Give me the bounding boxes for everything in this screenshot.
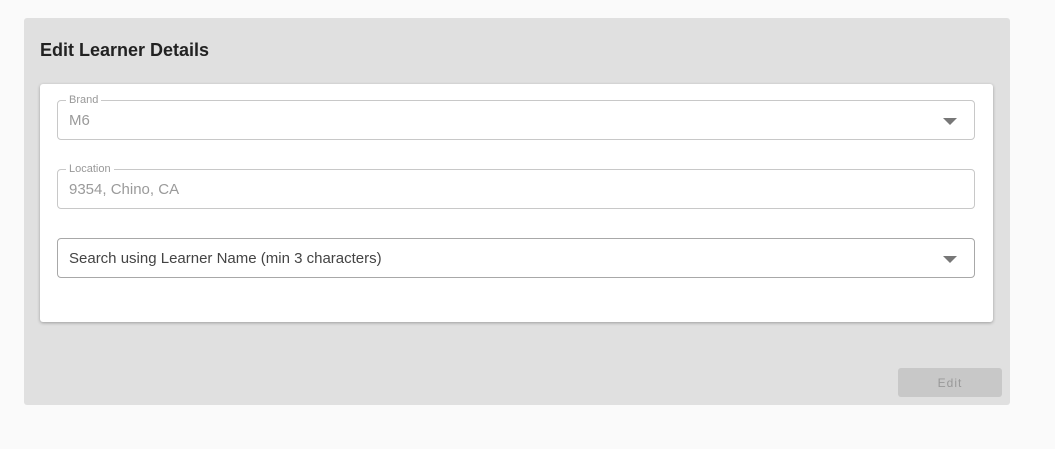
brand-label: Brand — [66, 94, 102, 106]
location-field[interactable]: Location 9354, Chino, CA — [57, 163, 975, 209]
brand-value: M6 — [69, 112, 90, 129]
location-value: 9354, Chino, CA — [69, 181, 180, 198]
caret-down-icon[interactable] — [943, 256, 957, 263]
form-card: Brand M6 Location 9354, Chino, CA Search… — [40, 84, 993, 322]
edit-button[interactable]: Edit — [898, 368, 1002, 397]
learner-search-select[interactable]: Search using Learner Name (min 3 charact… — [57, 238, 975, 278]
learner-search-placeholder: Search using Learner Name (min 3 charact… — [69, 250, 382, 267]
edit-learner-panel: Edit Learner Details Brand M6 Location 9… — [24, 18, 1010, 405]
brand-select[interactable]: Brand M6 — [57, 94, 975, 140]
caret-down-icon[interactable] — [943, 118, 957, 125]
location-label: Location — [66, 163, 114, 175]
page-title: Edit Learner Details — [40, 40, 210, 60]
